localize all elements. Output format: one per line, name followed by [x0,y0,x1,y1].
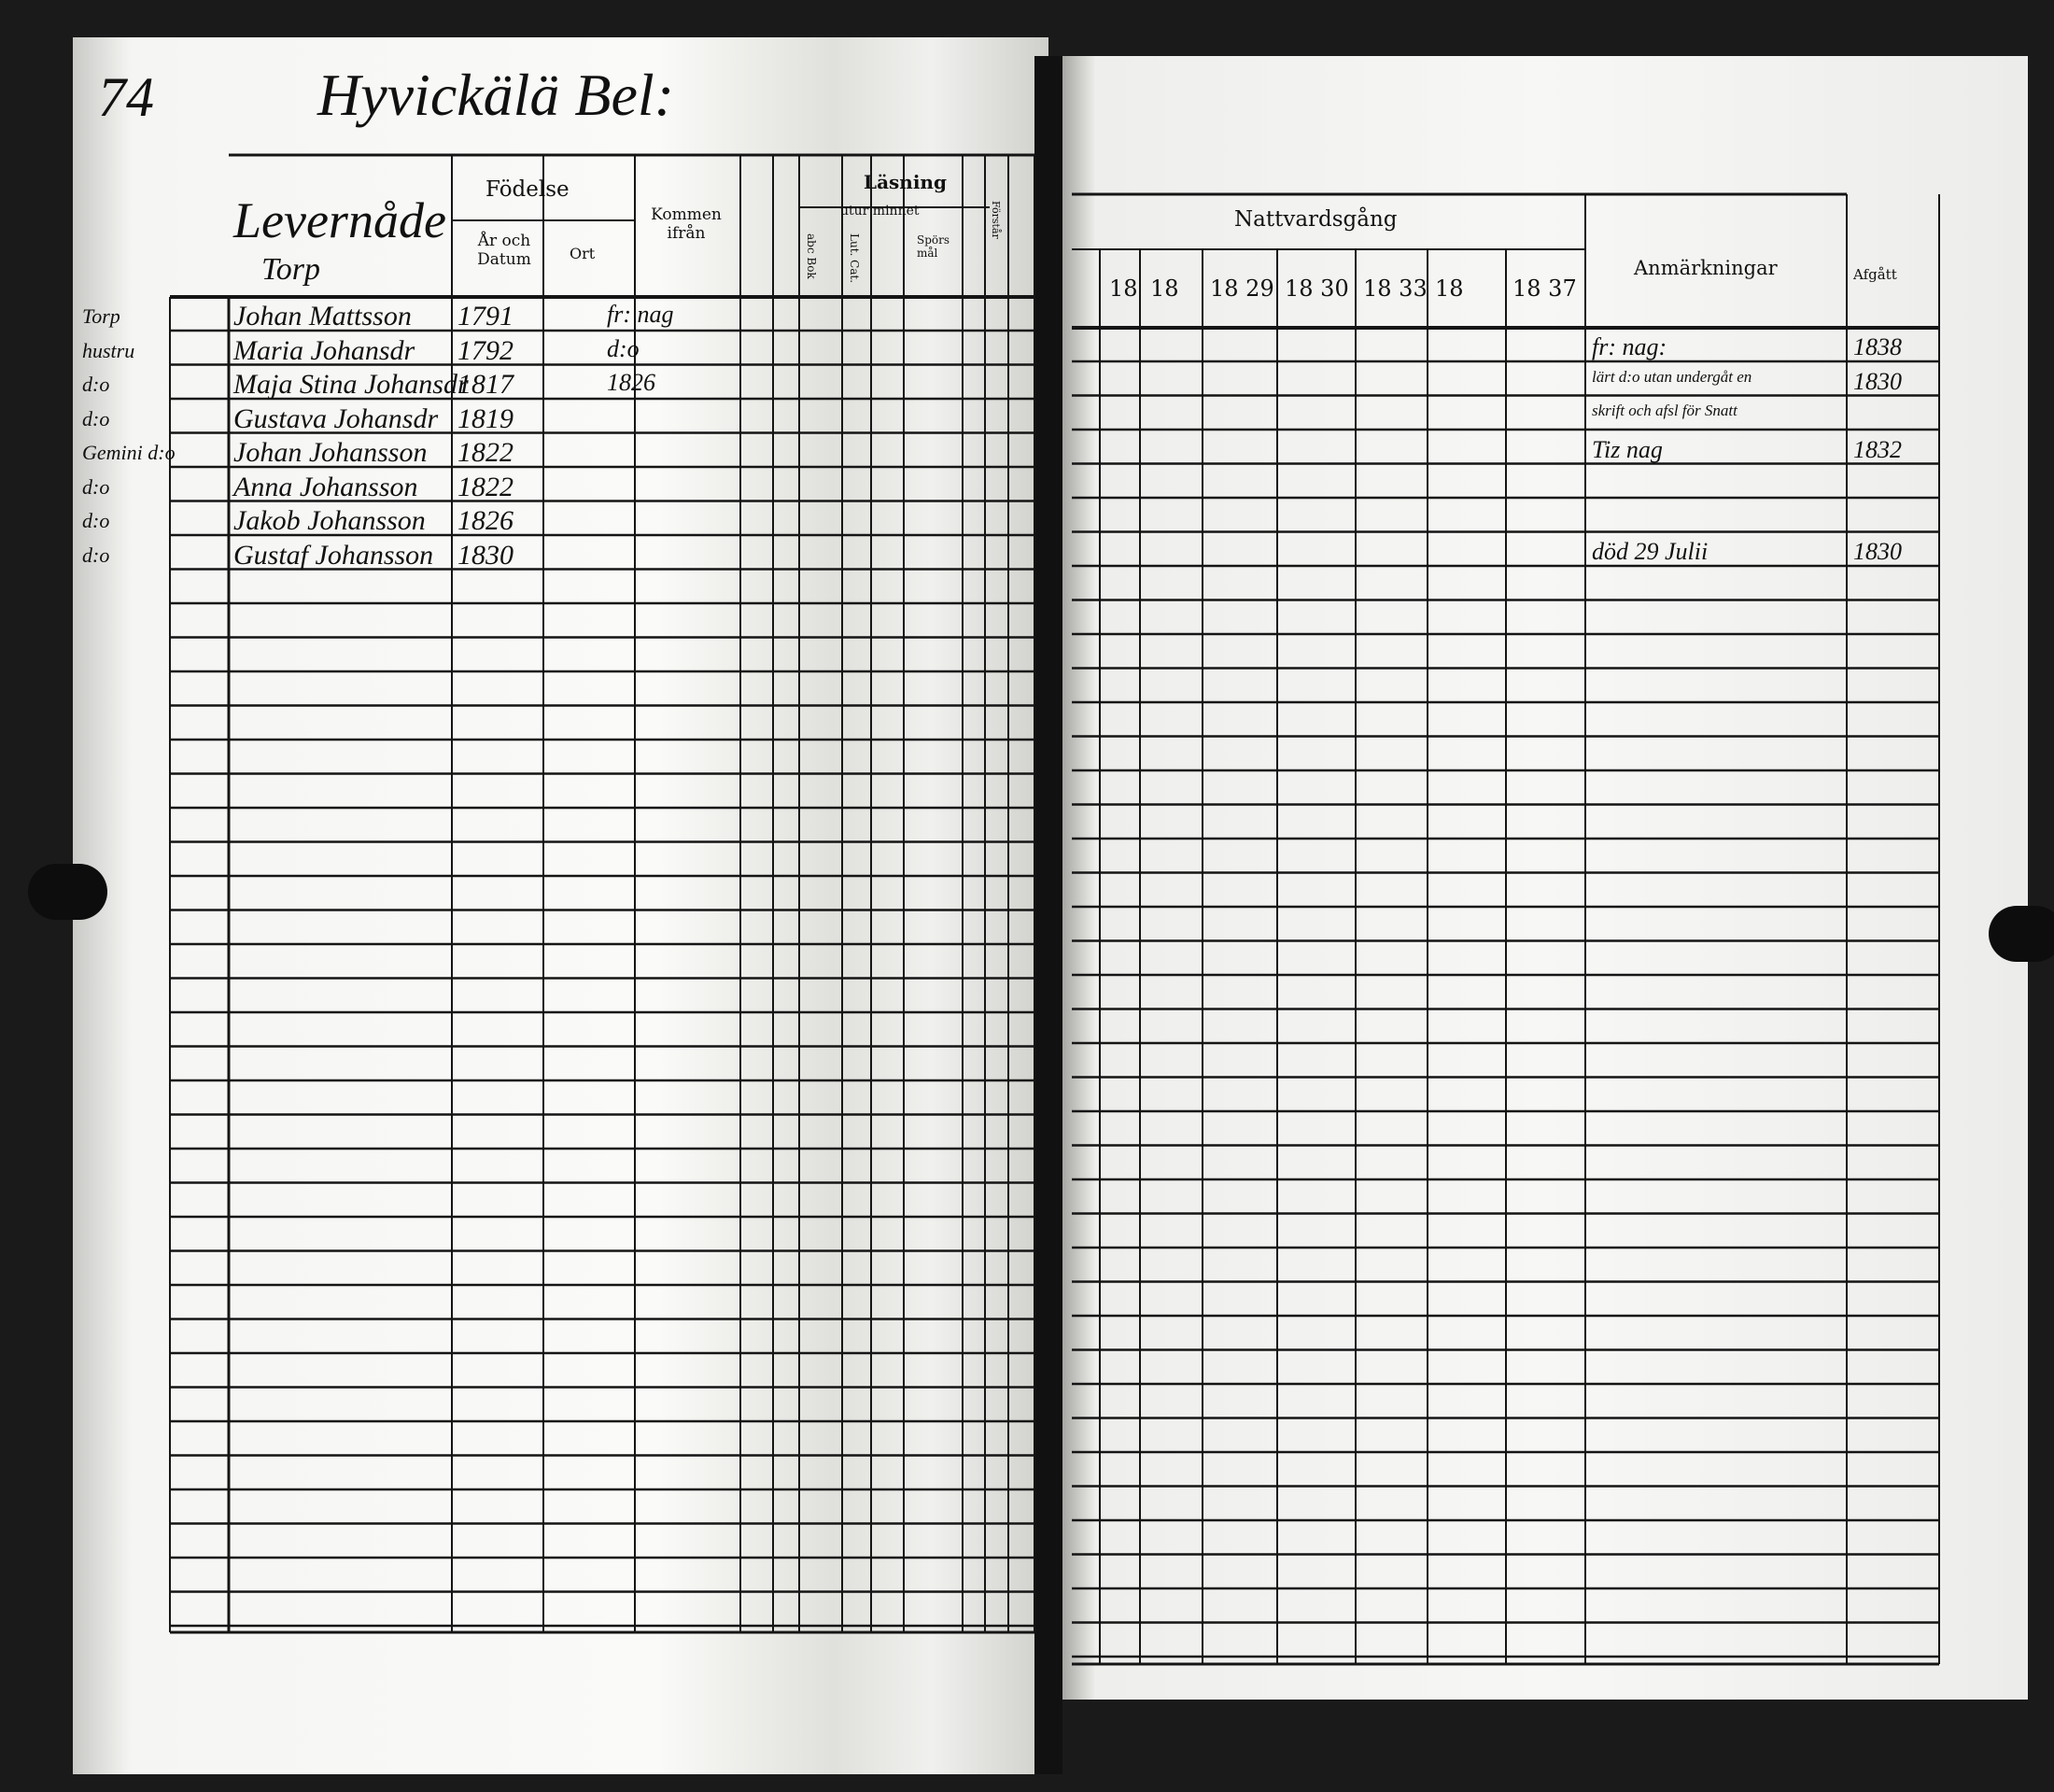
communion-year: 18 37 [1512,275,1577,302]
entry-birth-year: 1826 [457,505,514,536]
entry-remark: fr: nag: [1592,333,1667,360]
header-birth-date: År och Datum [477,232,531,269]
entry-arrived-from: d:o [607,334,640,362]
margin-note: d:o [82,509,110,532]
right-page [1057,56,2028,1700]
entry-birth-year: 1817 [457,369,514,400]
book-spine [1034,56,1062,1774]
entry-remark: död 29 Julii [1592,538,1709,565]
left-page [73,37,1048,1774]
header-questions: Spörs mål [917,233,950,260]
header-remarks: Anmärkningar [1634,257,1778,279]
entry-birth-year: 1819 [457,402,514,434]
entry-name: Maria Johansdr [233,334,415,366]
communion-year: 18 [1109,275,1138,302]
header-abc-book: abc Bok [805,233,818,279]
entry-name: Maja Stina Johansdr [233,369,469,400]
entry-name: Jakob Johansson [233,505,426,536]
communion-year: 18 33 [1363,275,1428,302]
entry-arrived-from: fr: nag [607,301,674,328]
margin-note: d:o [82,474,110,499]
margin-note: hustru [82,338,135,362]
header-communion: Nattvardsgång [1234,207,1398,232]
entry-name: Johan Johansson [233,437,428,468]
margin-note: d:o [82,373,110,396]
header-catechism: Lut. Cat. [848,233,861,284]
entry-name: Gustaf Johansson [233,539,434,571]
entry-departed: 1832 [1853,435,1902,463]
header-departed: Afgått [1853,266,1897,283]
header-by-heart: utur minnet [840,204,920,219]
entry-remark: skrift och afsl för Snatt [1592,402,1737,419]
page-clip [1989,906,2054,962]
entry-arrived-from: 1826 [607,369,655,396]
margin-note: Gemini d:o [82,441,176,464]
header-arrived-from: Kommen ifrån [651,205,722,243]
margin-note: d:o [82,543,110,567]
header-croft: Torp [261,252,321,287]
entry-remark: Tiz nag [1592,435,1663,463]
entry-birth-year: 1822 [457,471,514,502]
entry-name: Johan Mattsson [233,301,412,332]
entry-remark: lärt d:o utan undergåt en [1592,367,1752,386]
entry-birth-year: 1822 [457,437,514,468]
entry-birth-year: 1792 [457,334,514,366]
entry-departed: 1830 [1853,538,1902,565]
header-understanding: Förstår [990,201,1002,239]
communion-year: 18 [1150,275,1179,302]
entry-departed: 1830 [1853,367,1902,395]
entry-name: Gustava Johansdr [233,402,439,434]
header-occupation: Levernåde [233,192,446,248]
margin-note: Torp [82,304,120,328]
communion-year: 18 [1435,275,1464,302]
communion-year: 18 30 [1285,275,1349,302]
header-birth: Födelse [485,177,570,202]
entry-departed: 1838 [1853,333,1902,360]
page-clip [28,864,107,920]
page-number: 74 [98,66,154,128]
entry-name: Anna Johansson [233,471,418,502]
header-reading: Läsning [864,171,947,193]
communion-year: 18 29 [1210,275,1274,302]
header-birth-place: Ort [570,245,596,262]
entry-birth-year: 1791 [457,301,514,332]
entry-birth-year: 1830 [457,539,514,571]
margin-note: d:o [82,406,110,430]
farm-name: Hyvickälä Bel: [317,62,674,128]
